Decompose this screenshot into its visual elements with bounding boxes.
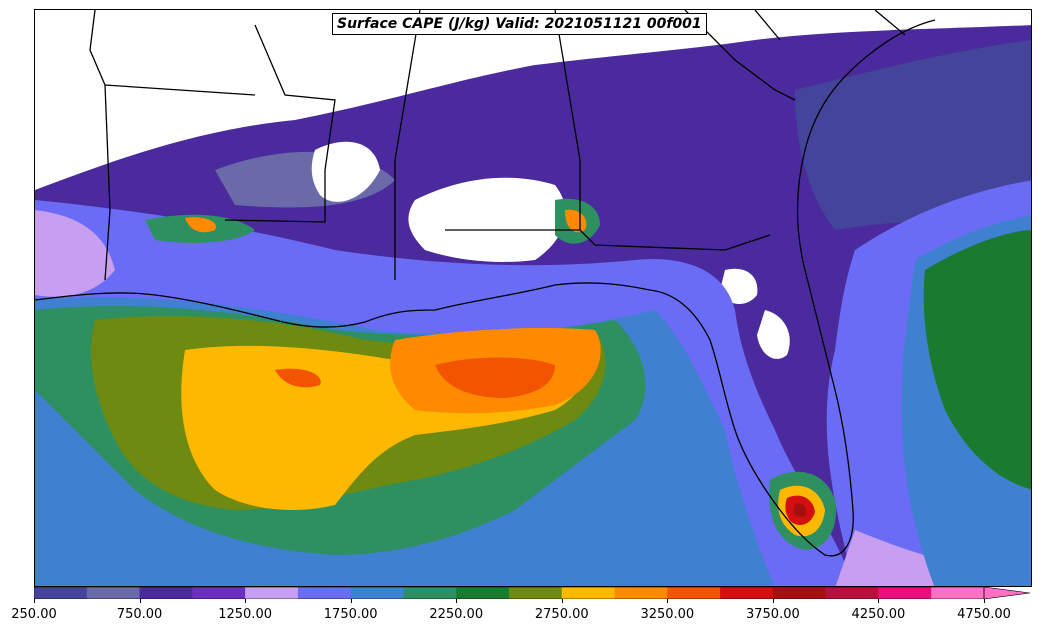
cape-field-lowerms-orange [565,209,587,233]
border-al-ga [554,10,581,230]
colorbar-segment [931,587,985,599]
map-canvas [35,10,1031,586]
border-tx-la [89,10,111,281]
border-ms-al [394,10,421,280]
colorbar-segment [456,587,510,599]
colorbar-tick-mark [772,599,774,603]
colorbar-tick-mark [139,599,141,603]
colorbar-segment [509,587,563,599]
colorbar-segment [245,587,299,599]
colorbar-tick-mark [245,599,247,603]
cape-field-lavender-west [35,210,115,297]
colorbar-outline [34,587,985,599]
colorbar-segment [772,587,827,599]
border-tn [754,10,781,41]
no-data-region-mississippi [311,141,380,202]
cape-field-atlantic-green [923,230,1031,490]
border-la-ms [224,24,336,223]
colorbar-segment [825,587,879,599]
colorbar-tick-label: 750.00 [116,607,163,622]
geographic-boundaries [35,10,936,557]
cape-field-east-slate [795,40,1031,230]
colorbar-tick-label: 2750.00 [534,607,589,622]
colorbar-segment [878,587,932,599]
colorbar-segment [667,587,721,599]
colorbar [34,587,1031,599]
colorbar-segment [139,587,193,599]
colorbar-tick-label: 1250.00 [218,607,272,622]
no-data-region-alabama [408,177,566,262]
colorbar-tick-label: 1750.00 [323,607,378,622]
colorbar-tick-mark [350,599,352,603]
colorbar-tick-label: 3750.00 [745,607,800,622]
colorbar-segment [403,587,457,599]
colorbar-tick-label: 4250.00 [851,607,906,622]
colorbar-tick-label: 250.00 [11,607,57,622]
colorbar-tick-label: 4750.00 [957,607,1011,622]
colorbar-segment [192,587,246,599]
colorbar-tick-mark [456,599,458,603]
colorbar-segment [614,587,668,599]
colorbar-segment [34,587,88,599]
colorbar-tick-label: 2250.00 [429,607,484,622]
coastline-gulf [35,19,936,557]
map-title: Surface CAPE (J/kg) Valid: 2021051121 00… [332,13,707,35]
colorbar-segment [350,587,404,599]
cape-field-gulf-redorange-2 [275,368,321,388]
border-fl-north [445,229,771,251]
border-sc-nc [874,10,906,36]
border-ar-la [104,84,256,96]
no-data-region-florida-central [757,310,790,359]
cape-field-sfl-darkred [793,503,807,518]
colorbar-tick-mark [34,599,35,603]
colorbar-segment [297,587,352,599]
colorbar-tick-mark [878,599,880,603]
colorbar-segment [720,587,774,599]
colorbar-tick-mark [561,599,563,603]
cape-field-gulf-redorange [435,357,555,398]
colorbar-tick-mark [984,599,985,603]
colorbar-segment [86,587,141,599]
cape-map [34,9,1032,587]
colorbar-tick-mark [667,599,669,603]
border-ga-sc [684,10,796,101]
cape-field-louisiana-orange [185,217,216,233]
colorbar-segment [561,587,616,599]
colorbar-tick-label: 3250.00 [640,607,695,622]
colorbar-extend-arrow [983,587,1031,599]
